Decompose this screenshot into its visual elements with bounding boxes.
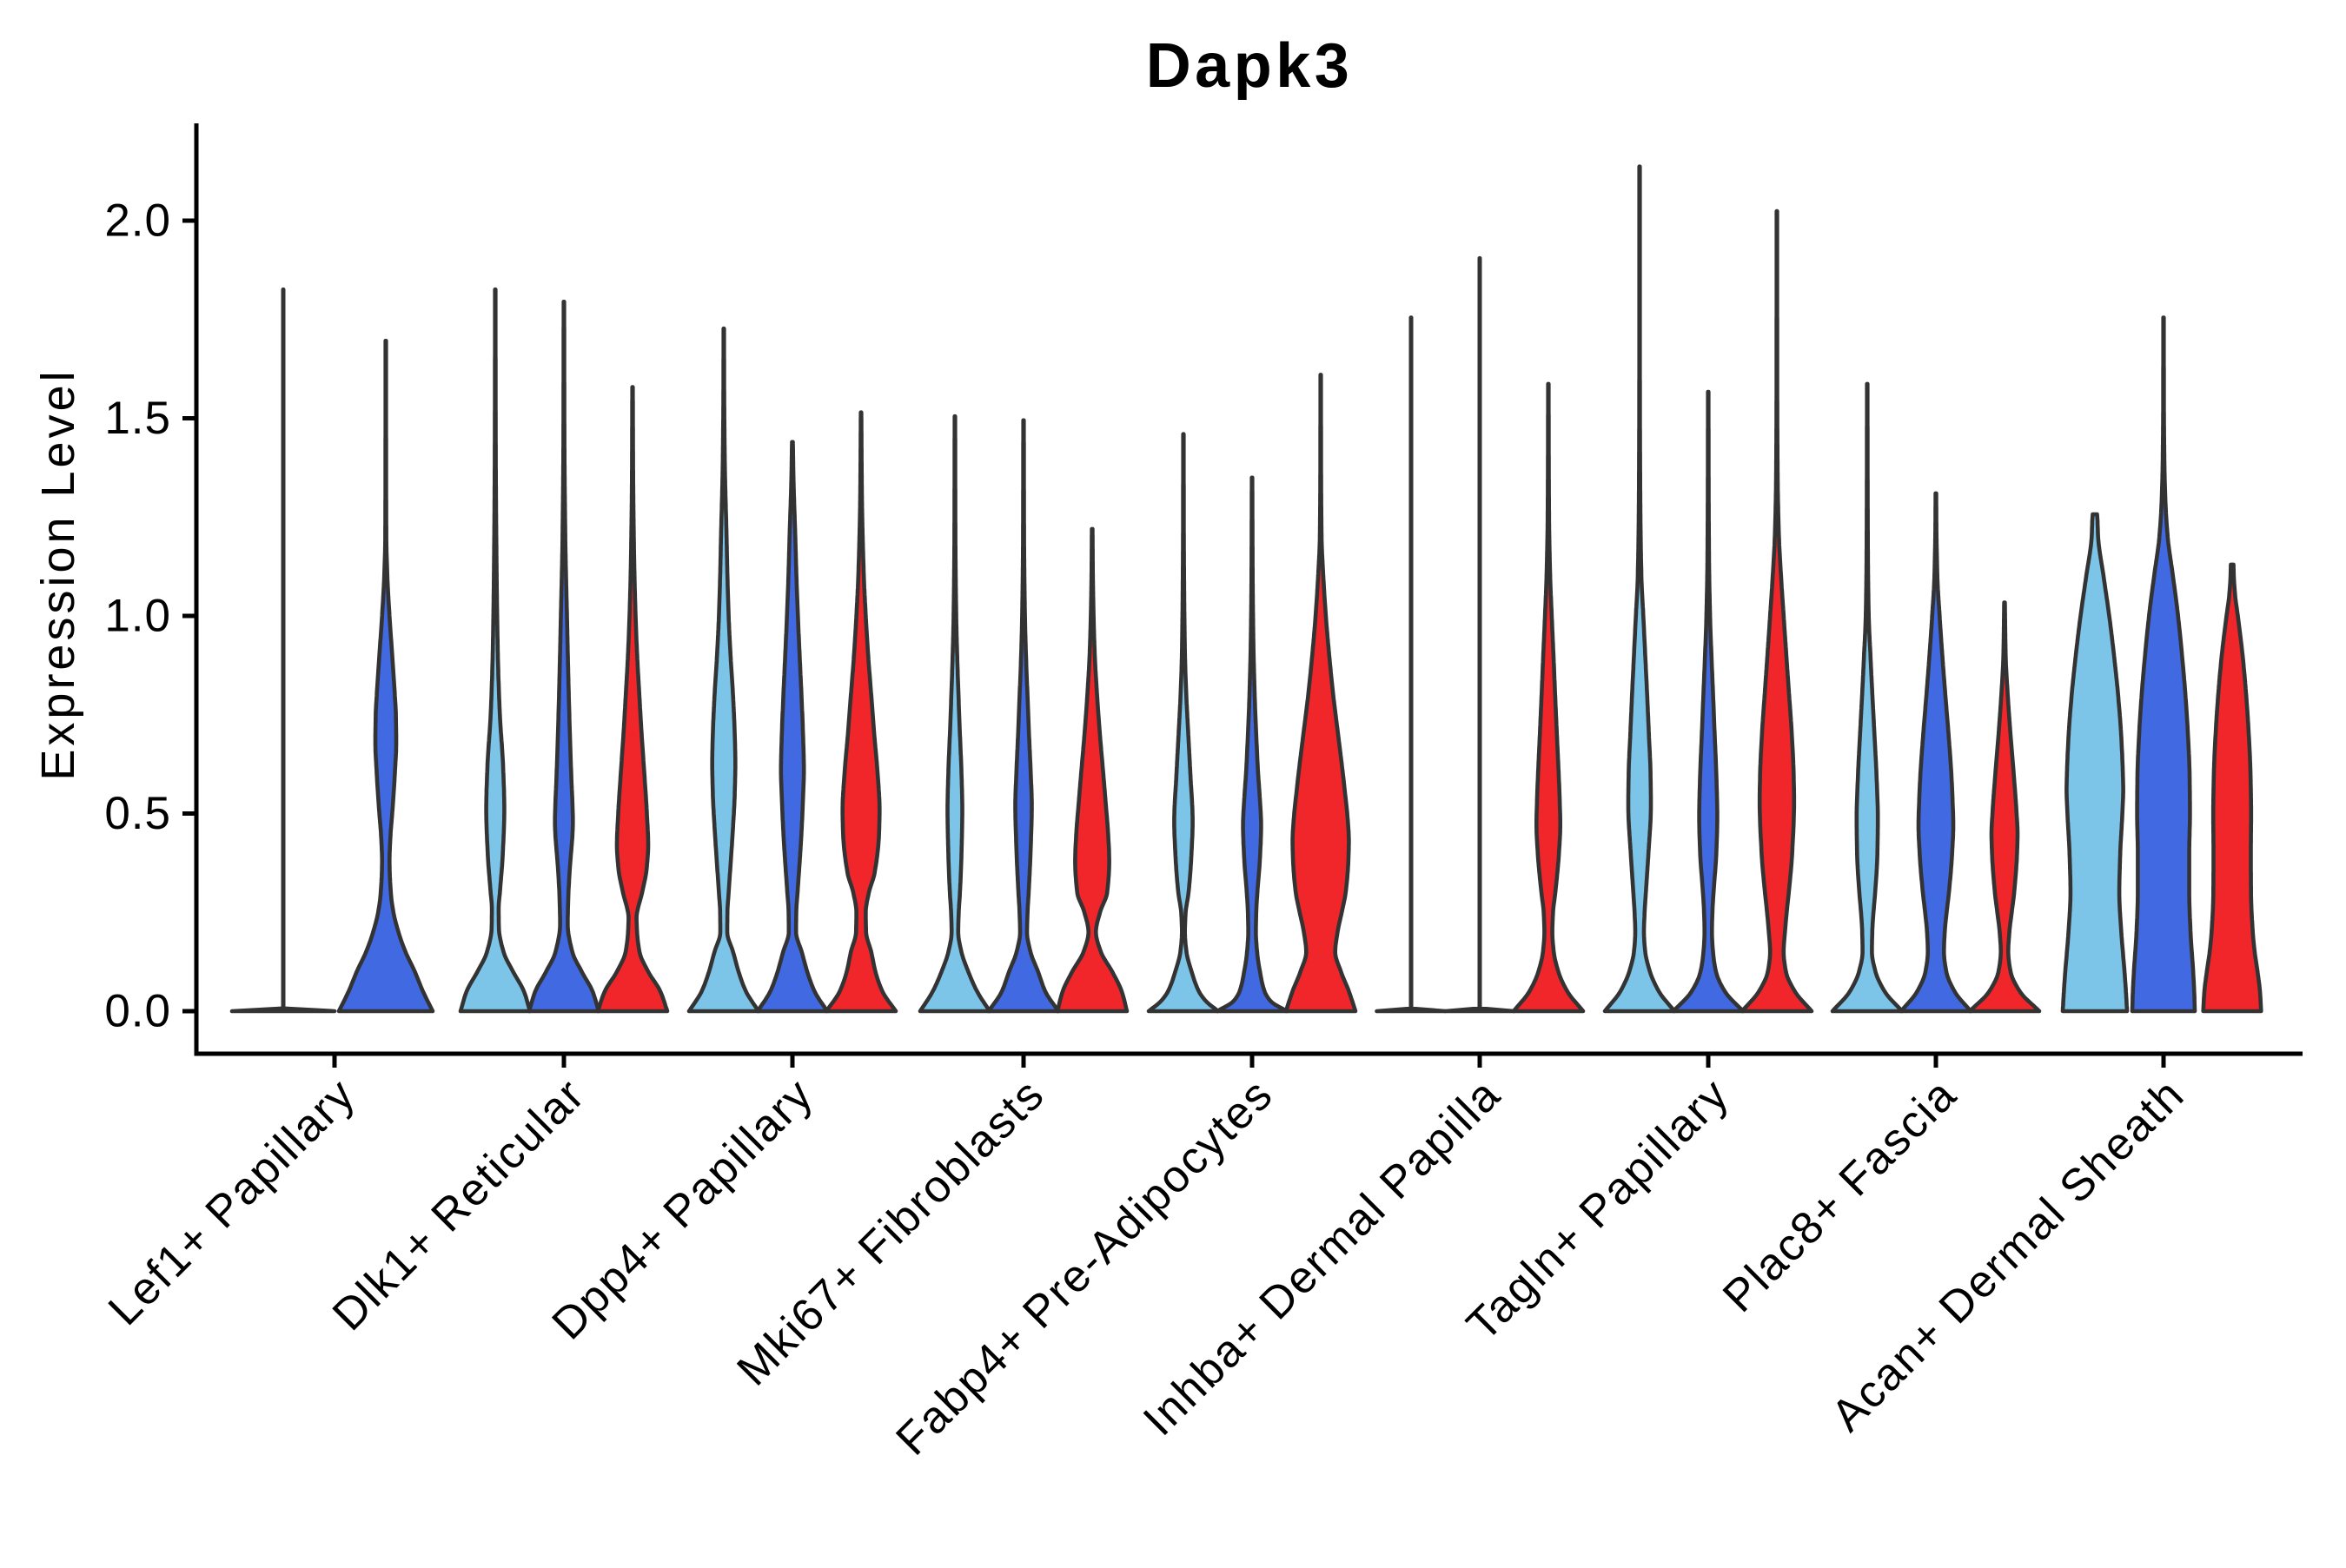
svg-text:Expression Level: Expression Level [32, 367, 84, 780]
svg-text:Dapk3: Dapk3 [1146, 31, 1354, 101]
svg-text:0.5: 0.5 [104, 788, 171, 839]
svg-text:1.0: 1.0 [104, 591, 171, 642]
svg-text:1.5: 1.5 [104, 393, 171, 444]
svg-text:0.0: 0.0 [104, 986, 171, 1037]
svg-text:2.0: 2.0 [104, 195, 171, 247]
